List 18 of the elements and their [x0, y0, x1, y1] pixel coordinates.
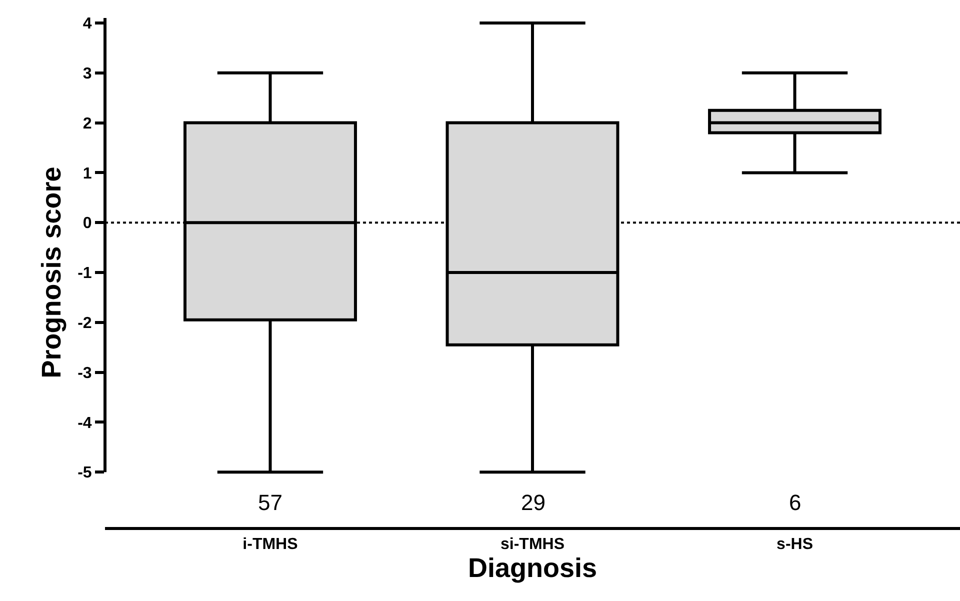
y-tick-label: -2 — [78, 315, 92, 332]
x-tick-label: s-HS — [776, 536, 814, 554]
y-tick-label: 0 — [82, 215, 92, 232]
y-tick-label: -1 — [78, 265, 92, 282]
x-tick-label: i-TMHS — [242, 536, 298, 554]
annotation: 6 — [789, 490, 802, 515]
annotation: 57 — [258, 490, 282, 515]
y-tick-label: 4 — [82, 16, 92, 33]
y-tick-label: -4 — [78, 414, 92, 432]
y-axis-title: Prognosis score — [36, 166, 67, 378]
y-tick-label: 2 — [82, 115, 92, 132]
annotation: 29 — [521, 490, 546, 515]
y-tick-label: 1 — [82, 165, 92, 182]
x-tick-label: si-TMHS — [500, 536, 565, 554]
x-axis-title: Diagnosis — [468, 553, 598, 584]
y-tick-label: 3 — [82, 65, 92, 82]
y-tick-label: -3 — [78, 364, 92, 382]
y-tick-label: -5 — [78, 464, 92, 482]
